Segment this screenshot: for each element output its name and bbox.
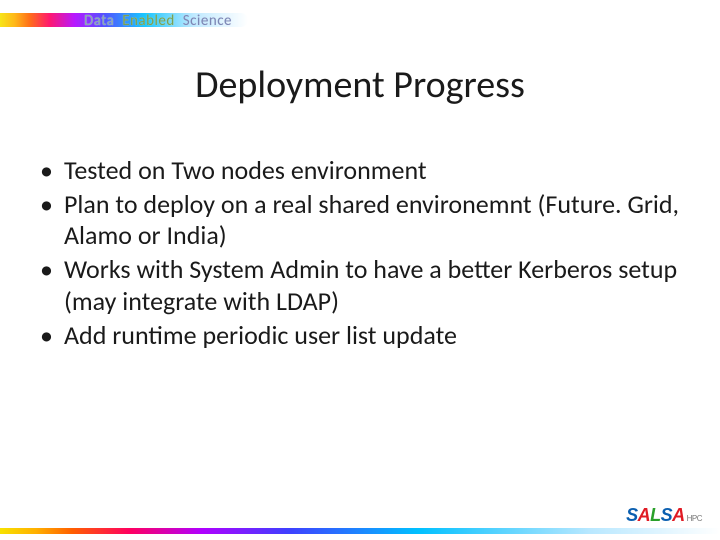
slide-title: Deployment Progress <box>0 62 720 108</box>
bullet-item: Plan to deploy on a real shared environe… <box>36 189 684 252</box>
header-brand: Data Enabled Science <box>84 12 232 30</box>
logo-suffix: HPC <box>687 514 702 523</box>
bullet-item: Tested on Two nodes environment <box>36 155 684 187</box>
slide: Data Enabled Science Deployment Progress… <box>0 0 720 540</box>
bullet-item: Add runtime periodic user list update <box>36 320 684 352</box>
logo-letter: S <box>661 505 673 525</box>
logo-letter: A <box>672 505 685 525</box>
salsa-logo: SALSAHPC <box>626 505 702 526</box>
logo-letter: A <box>638 505 651 525</box>
header-word-1: Data <box>84 12 114 30</box>
logo-letter: S <box>626 505 638 525</box>
bullet-item: Works with System Admin to have a better… <box>36 254 684 317</box>
bullet-list: Tested on Two nodes environment Plan to … <box>36 155 684 353</box>
bottom-rainbow-bar-icon <box>0 528 720 534</box>
header-word-3: Science <box>183 12 232 30</box>
logo-letter: L <box>650 505 661 525</box>
header-word-2: Enabled <box>122 12 175 30</box>
header-stripe: Data Enabled Science <box>0 10 260 34</box>
